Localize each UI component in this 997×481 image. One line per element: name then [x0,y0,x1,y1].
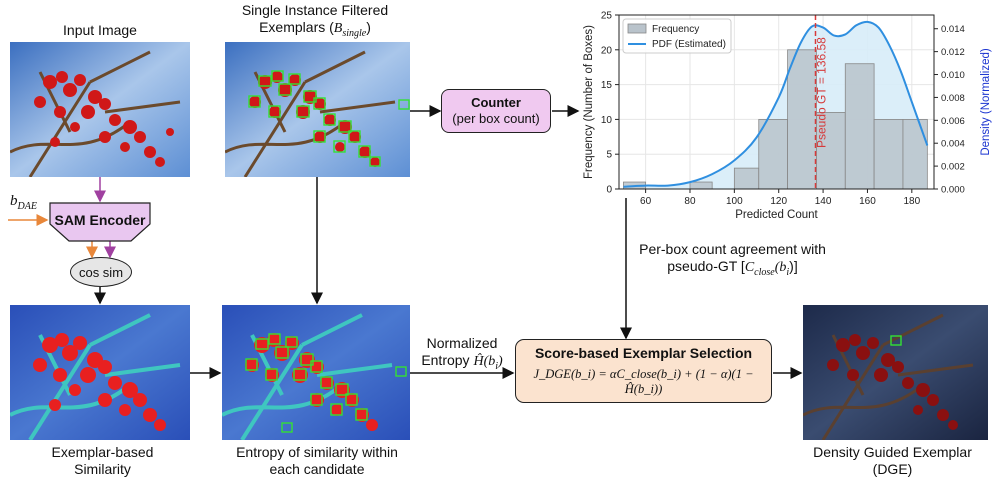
y2-axis-label: Density (Normalized) [980,48,992,156]
x-tick-label: 60 [640,196,652,207]
input-image-label: Input Image [63,22,137,38]
pseudo-gt-label: Pseudo GT = 136.58 [814,37,828,148]
counter-box: Counter (per box count) [441,89,551,133]
legend-swatch-frequency [627,23,647,34]
y-tick-label: 10 [601,115,613,126]
y2-tick-label: 0.000 [941,185,965,196]
legend-label-frequency: Frequency [652,24,699,35]
dge-image [803,305,988,440]
y-tick-label: 0 [606,185,612,196]
single-instance-label: Single Instance Filtered Exemplars (Bsin… [241,2,389,39]
histogram-bar [689,181,713,190]
x-axis-label: Predicted Count [735,209,818,221]
legend-box [622,18,732,54]
y-tick-label: 25 [601,11,613,22]
histogram-bar [733,167,760,190]
exemplar-similarity-label: Exemplar-based Similarity [51,444,154,477]
input-image [10,42,190,177]
x-tick-label: 100 [726,196,743,207]
legend-label-pdf: PDF (Estimated) [652,39,726,50]
exemplar-similarity-image [10,305,190,440]
x-tick-label: 120 [770,196,787,207]
x-tick-label: 160 [859,196,876,207]
y-tick-label: 20 [601,45,613,56]
y2-tick-label: 0.014 [941,24,965,35]
count-histogram-chart: Pseudo GT = 136.58 60 80 100 120 140 160 180 0 5 1… [560,0,997,230]
score-selection-box: Score-based Exemplar Selection J_DGE(b_i… [515,339,772,403]
y-tick-label: 5 [606,150,612,161]
chart-svg: Pseudo GT = 136.58 60 80 100 120 140 160 180 0 5 1… [583,11,992,222]
y2-tick-label: 0.006 [941,116,965,127]
y-axis-label: Frequency (Number of Boxes) [583,25,595,179]
y-tick-label: 15 [601,80,613,91]
single-instance-exemplars-image [225,42,410,177]
histogram-bar [758,119,788,190]
y2-tick-label: 0.012 [941,47,965,58]
dge-label: Density Guided Exemplar (DGE) [813,444,972,477]
histogram-bar [787,49,817,190]
sam-encoder-block: SAM Encoder [49,202,151,242]
histogram-bar [873,119,904,190]
y2-tick-label: 0.008 [941,93,965,104]
pdf-line [623,20,929,188]
sam-encoder-label: SAM Encoder [54,212,146,228]
plot-frame [618,14,935,190]
entropy-label: Entropy of similarity within each candid… [236,444,398,477]
per-box-agreement-label: Per-box count agreement with pseudo-GT [… [639,241,826,278]
histogram-bar [902,119,928,190]
normalized-entropy-label: Normalized Entropy Ĥ(bi) [421,335,503,372]
score-title: Score-based Exemplar Selection [534,345,753,361]
b-dae-label: bDAE [10,193,37,212]
cos-sim-node: cos sim [70,257,132,287]
y2-tick-label: 0.004 [941,139,965,150]
x-tick-label: 80 [684,196,696,207]
x-tick-label: 180 [903,196,920,207]
x-tick-label: 140 [815,196,832,207]
histogram-bar [844,63,875,190]
score-formula: J_DGE(b_i) = αC_close(b_i) + (1 − α)(1 −… [533,367,754,396]
y2-tick-label: 0.010 [941,70,965,81]
y2-tick-label: 0.002 [941,162,965,173]
entropy-image [222,305,410,440]
